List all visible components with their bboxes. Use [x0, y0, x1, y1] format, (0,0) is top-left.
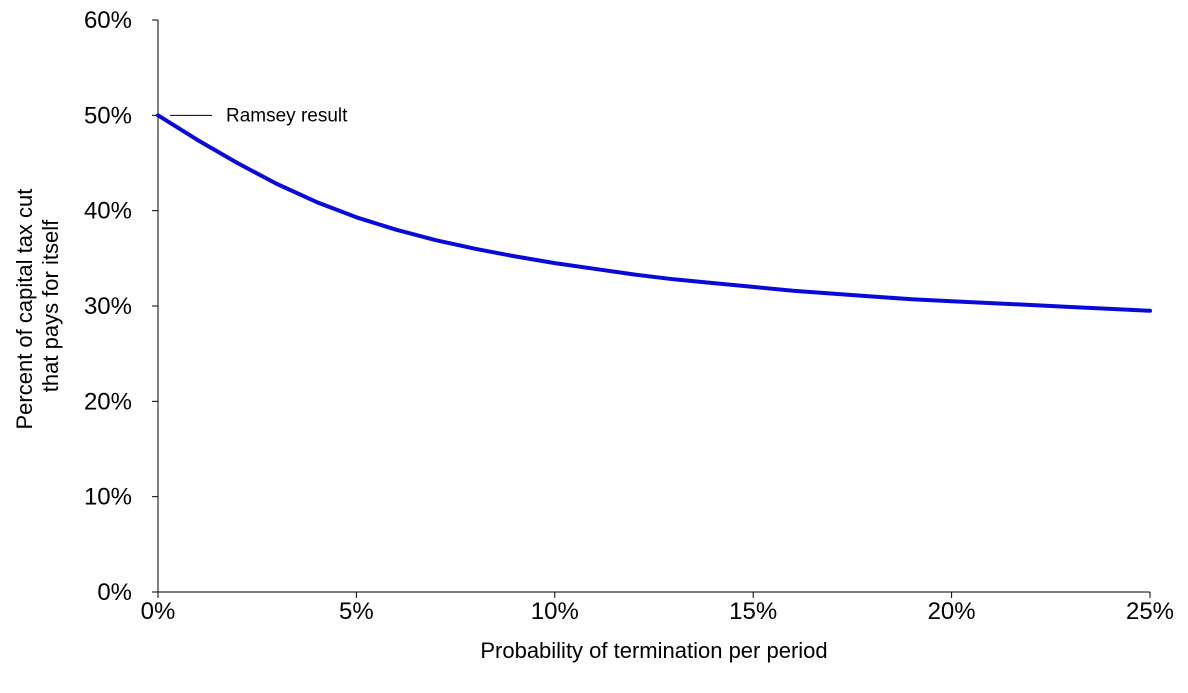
series-line-0	[156, 113, 1152, 313]
y-axis-title: Percent of capital tax cut that pays for…	[12, 182, 63, 429]
series	[156, 113, 1152, 313]
y-axis-title-line-2: that pays for itself	[38, 219, 63, 392]
y-tick-label: 0%	[97, 579, 132, 606]
y-tick-label: 40%	[84, 198, 132, 225]
ticks: 0% 10% 20% 30% 40% 50% 60% 0% 5% 10% 15% 20% 25%	[84, 7, 1174, 625]
x-tick-label: 15%	[729, 598, 777, 625]
x-tick-label: 5%	[339, 598, 374, 625]
y-tick-label: 60%	[84, 7, 132, 34]
x-tick-label: 20%	[928, 598, 976, 625]
x-tick-label: 0%	[141, 598, 176, 625]
x-axis-title: Probability of termination per period	[480, 638, 827, 663]
y-tick-label: 30%	[84, 293, 132, 320]
y-tick-label: 50%	[84, 102, 132, 129]
x-tick-label: 25%	[1126, 598, 1174, 625]
annotations: Ramsey result	[170, 105, 348, 126]
y-tick-label: 20%	[84, 388, 132, 415]
annotation-ramsey-result: Ramsey result	[226, 105, 348, 126]
y-axis-title-line-1: Percent of capital tax cut	[12, 189, 37, 430]
y-tick-label: 10%	[84, 484, 132, 511]
x-tick-label: 10%	[531, 598, 579, 625]
